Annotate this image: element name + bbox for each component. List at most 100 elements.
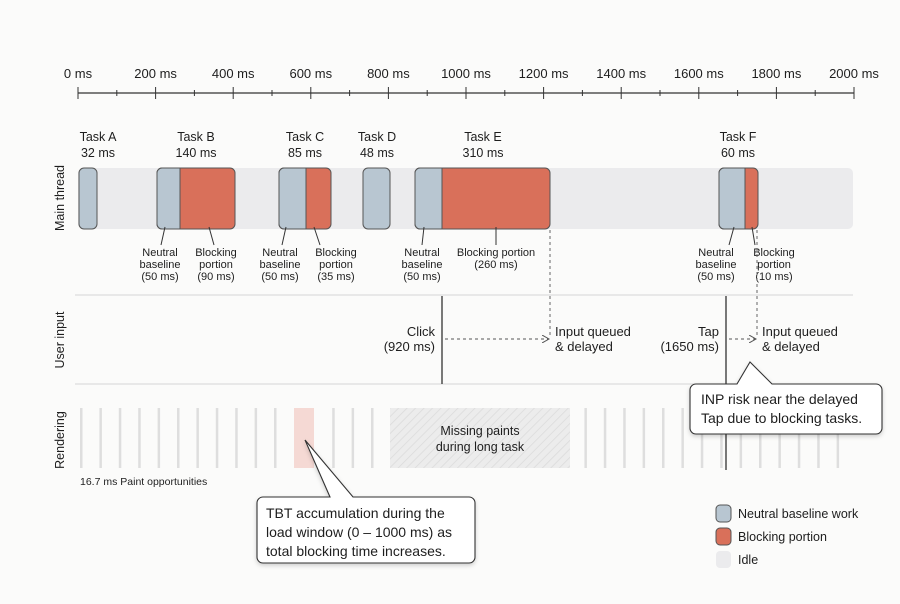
- annotation-b-neutral-2: baseline: [140, 259, 181, 271]
- paint-opportunity: [332, 408, 335, 468]
- annotation-c-block-1: Blocking: [315, 247, 357, 259]
- paint-opportunity: [118, 408, 122, 468]
- annotation-f-block-1: Blocking: [753, 247, 795, 259]
- paint-opportunity: [235, 408, 238, 468]
- missing-paints-label-2: during long task: [436, 440, 525, 454]
- annotation-b-neutral-1: Neutral: [142, 247, 177, 259]
- axis-tick-label: 2000 ms: [829, 66, 879, 81]
- paint-opportunity: [196, 408, 199, 468]
- paint-opportunity: [623, 408, 626, 468]
- axis-tick-label: 1000 ms: [441, 66, 491, 81]
- tbt-callout-line-3: total blocking time increases.: [266, 543, 446, 559]
- annotation-f-block-3: (10 ms): [755, 271, 792, 283]
- click-time: (920 ms): [384, 339, 435, 354]
- annotation-e-neutral-2: baseline: [402, 259, 443, 271]
- task-c-name: Task C: [286, 130, 324, 144]
- paint-opportunity: [836, 408, 840, 468]
- axis-tick-label: 400 ms: [212, 66, 255, 81]
- paint-opportunity: [720, 408, 723, 468]
- tbt-callout-line-1: TBT accumulation during the: [266, 505, 445, 521]
- annotation-leaders: [160, 226, 756, 246]
- annotation-f-neutral-2: baseline: [696, 259, 737, 271]
- axis-tick-label: 1200 ms: [519, 66, 569, 81]
- task-b-duration: 140 ms: [176, 146, 217, 160]
- annotation-c-neutral-1: Neutral: [262, 247, 297, 259]
- legend-swatch-idle: [716, 551, 731, 568]
- click-label: Click: [407, 324, 436, 339]
- paint-opportunities-label: 16.7 ms Paint opportunities: [80, 476, 207, 488]
- paint-opportunity: [817, 408, 820, 468]
- paint-opportunity: [351, 408, 355, 468]
- inp-callout: [689, 361, 883, 435]
- task-f: [718, 167, 759, 230]
- axis-tick-label: 600 ms: [289, 66, 332, 81]
- annotation-b-block-1: Blocking: [195, 247, 237, 259]
- task-d-neutral: [362, 167, 391, 230]
- task-d-name: Task D: [358, 130, 396, 144]
- task-d-duration: 48 ms: [360, 146, 394, 160]
- task-f-neutral: [718, 167, 746, 230]
- paint-opportunity: [778, 408, 781, 468]
- annotation-c-block-2: portion: [319, 259, 353, 271]
- legend-label-neutral: Neutral baseline work: [738, 507, 859, 521]
- paint-opportunity: [642, 408, 646, 468]
- tbt-highlight: [294, 408, 314, 468]
- axis-tick-label: 200 ms: [134, 66, 177, 81]
- paint-opportunity: [99, 408, 102, 468]
- paint-opportunities: [80, 408, 840, 468]
- time-axis: 0 ms 200 ms 400 ms 600 ms 800 ms 1000 ms 1200 …: [64, 66, 879, 99]
- legend-swatch-blocking: [715, 527, 732, 546]
- task-f-duration: 60 ms: [721, 146, 755, 160]
- paint-opportunity: [681, 408, 684, 468]
- legend-swatch-neutral: [715, 504, 732, 523]
- axis-tick-label: 800 ms: [367, 66, 410, 81]
- paint-opportunity: [157, 408, 161, 468]
- task-b: [156, 167, 236, 230]
- paint-opportunity: [177, 408, 180, 468]
- tap-queued-1: Input queued: [762, 324, 838, 339]
- task-a-neutral: [78, 167, 98, 230]
- annotation-b-block-2: portion: [199, 259, 233, 271]
- inp-callout-line-2: Tap due to blocking tasks.: [701, 410, 862, 426]
- annotation-b-block-3: (90 ms): [197, 271, 234, 283]
- paint-opportunity: [371, 408, 374, 468]
- paint-opportunity: [662, 408, 665, 468]
- task-c-duration: 85 ms: [288, 146, 322, 160]
- axis-tick-label: 1400 ms: [596, 66, 646, 81]
- lane-label-main-thread: Main thread: [53, 165, 67, 231]
- task-c-neutral: [278, 167, 307, 230]
- missing-paints-label-1: Missing paints: [440, 424, 519, 438]
- task-a-name: Task A: [80, 130, 117, 144]
- annotation-f-block-2: portion: [757, 259, 791, 271]
- annotation-c-neutral-2: baseline: [260, 259, 301, 271]
- annotation-e-neutral-1: Neutral: [404, 247, 439, 259]
- task-e: [414, 167, 551, 230]
- missing-paints-region: [390, 408, 570, 468]
- legend: Neutral baseline work Blocking portion I…: [715, 504, 859, 568]
- annotation-f-neutral-1: Neutral: [698, 247, 733, 259]
- legend-label-idle: Idle: [738, 553, 758, 567]
- task-a: [78, 167, 98, 230]
- inp-callout-line-1: INP risk near the delayed: [701, 391, 858, 407]
- annotation-f-neutral-3: (50 ms): [697, 271, 734, 283]
- annotation-e-neutral-3: (50 ms): [403, 271, 440, 283]
- task-f-name: Task F: [720, 130, 757, 144]
- paint-opportunity: [138, 408, 141, 468]
- annotation-c-block-3: (35 ms): [317, 271, 354, 283]
- annotation-e-block-2: (260 ms): [474, 259, 517, 271]
- click-queued-2: & delayed: [555, 339, 613, 354]
- tap-queued-2: & delayed: [762, 339, 820, 354]
- task-b-name: Task B: [177, 130, 215, 144]
- task-a-duration: 32 ms: [81, 146, 115, 160]
- lane-label-user-input: User input: [53, 311, 67, 368]
- click-queued-1: Input queued: [555, 324, 631, 339]
- legend-label-blocking: Blocking portion: [738, 530, 827, 544]
- lane-label-rendering: Rendering: [53, 411, 67, 469]
- paint-opportunity: [80, 408, 83, 468]
- tbt-callout-line-2: load window (0 – 1000 ms) as: [266, 524, 452, 540]
- annotation-b-neutral-3: (50 ms): [141, 271, 178, 283]
- task-c: [278, 167, 332, 230]
- axis-tick-label: 1800 ms: [751, 66, 801, 81]
- paint-opportunity: [254, 408, 258, 468]
